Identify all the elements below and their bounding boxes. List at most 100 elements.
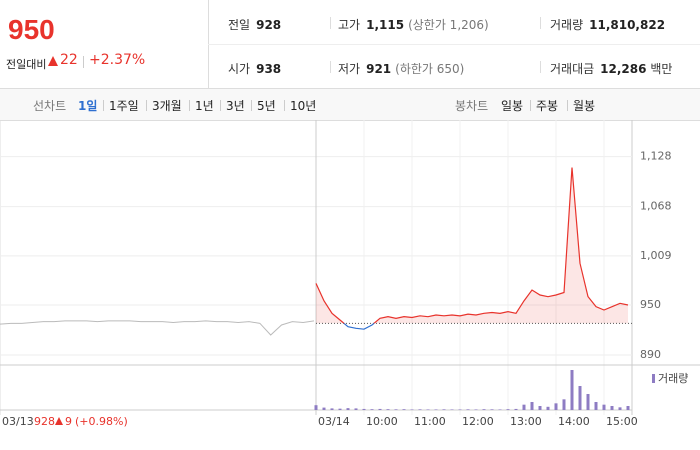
stat-label: 저가	[338, 62, 361, 76]
area-up	[316, 167, 628, 324]
stat: 거래량 11,810,822	[550, 16, 665, 33]
volume-bar	[490, 409, 494, 410]
stat-note: (상한가 1,206)	[408, 18, 489, 32]
volume-bar	[466, 409, 470, 410]
change-rate: +2.37%	[89, 52, 146, 68]
stat: 시가 938	[228, 60, 281, 77]
up-icon	[48, 56, 58, 66]
x-tick-label: 10:00	[366, 415, 398, 428]
tab-bar: 선차트 1일 1주일 3개월 1년 3년 5년 10년 봉차트 일봉 주봉 월봉	[0, 88, 700, 121]
y-tick-label: 1,128	[640, 150, 672, 163]
stat-value: 938	[256, 62, 282, 76]
stat-value: 928	[256, 18, 282, 32]
volume-bar	[410, 409, 414, 410]
volume-bar	[530, 402, 534, 410]
divider	[530, 100, 531, 111]
change: 22	[60, 52, 78, 68]
divider	[220, 100, 221, 111]
volume-bar	[378, 408, 382, 410]
volume-bar	[538, 406, 542, 410]
volume-bar	[338, 408, 342, 410]
volume-bar	[346, 408, 350, 410]
y-tick-label: 1,009	[640, 249, 672, 262]
previous-line	[0, 320, 315, 336]
volume-bar	[450, 409, 454, 410]
legend-label: 거래량	[658, 372, 688, 385]
up-icon	[55, 417, 63, 425]
volume-bar	[394, 409, 398, 410]
divider	[540, 17, 541, 29]
divider	[567, 100, 568, 111]
x-tick-label: 15:00	[606, 415, 638, 428]
footer-date: 03/13	[2, 415, 34, 428]
stat-label: 고가	[338, 18, 361, 32]
volume-bar	[562, 399, 566, 410]
volume-bar	[618, 407, 622, 410]
x-tick-label: 12:00	[462, 415, 494, 428]
period-tab[interactable]: 1주일	[109, 99, 139, 113]
volume-bar	[578, 386, 582, 410]
volume-bar	[434, 409, 438, 410]
volume-bar	[418, 409, 422, 410]
divider	[208, 44, 700, 45]
divider	[103, 100, 104, 111]
divider	[251, 100, 252, 111]
stat-value: 921	[366, 62, 392, 76]
volume-bar	[322, 407, 326, 410]
stat: 거래대금 12,286 백만	[550, 60, 672, 77]
period-tab[interactable]: 5년	[257, 99, 276, 113]
change-label: 전일대비	[6, 58, 47, 71]
volume-bar	[506, 409, 510, 410]
price-line-up	[315, 167, 629, 324]
stat-value: 12,286	[600, 62, 647, 76]
volume-bar	[498, 409, 502, 410]
footer-change: 9	[65, 415, 72, 428]
y-tick-label: 890	[640, 348, 661, 361]
volume-bar	[474, 409, 478, 410]
divider	[83, 56, 84, 68]
volume-bar	[546, 406, 550, 410]
stat-label: 거래대금	[550, 62, 595, 76]
period-tab[interactable]: 3개월	[152, 99, 182, 113]
volume-bar	[626, 406, 630, 410]
stat-note: (하한가 650)	[395, 62, 465, 76]
footer-close: 928	[34, 415, 55, 428]
stat-value: 11,810,822	[589, 18, 666, 32]
volume-bar	[354, 408, 358, 410]
candle-tab[interactable]: 월봉	[573, 99, 596, 113]
period-tab[interactable]: 1년	[195, 99, 214, 113]
x-tick-label: 11:00	[414, 415, 446, 428]
volume-bar	[426, 409, 430, 410]
chart: 1,128 1,068 1,009 950 890 03/14 10:00 11:00 12:0…	[0, 120, 700, 428]
stat-label: 거래량	[550, 18, 584, 32]
volume-bar	[570, 370, 574, 410]
legend-swatch	[652, 374, 655, 383]
divider	[540, 61, 541, 73]
stat: 저가 921 (하한가 650)	[338, 60, 464, 77]
divider	[330, 17, 331, 29]
price-line-down	[343, 323, 375, 330]
candle-tab[interactable]: 일봉	[501, 99, 524, 113]
volume-bar	[602, 404, 606, 410]
x-tick-label: 03/14	[318, 415, 350, 428]
stat: 고가 1,115 (상한가 1,206)	[338, 16, 489, 33]
x-tick-label: 14:00	[558, 415, 590, 428]
volume-bar	[330, 408, 334, 410]
period-tab[interactable]: 3년	[226, 99, 245, 113]
divider	[330, 61, 331, 73]
stat-value: 1,115	[366, 18, 405, 32]
stat: 전일 928	[228, 16, 281, 33]
footer-rate: (+0.98%)	[75, 415, 128, 428]
tab-group-label: 선차트	[33, 99, 67, 113]
stat-unit: 백만	[650, 62, 673, 76]
y-tick-label: 1,068	[640, 200, 672, 213]
volume-bar	[522, 404, 526, 410]
candle-tab[interactable]: 주봉	[536, 99, 559, 113]
volume-bar	[586, 394, 590, 410]
x-tick-label: 13:00	[510, 415, 542, 428]
period-tab[interactable]: 1일	[78, 99, 98, 113]
period-tab[interactable]: 10년	[290, 99, 317, 113]
stat-label: 시가	[228, 62, 251, 76]
divider	[146, 100, 147, 111]
volume-bar	[442, 409, 446, 410]
